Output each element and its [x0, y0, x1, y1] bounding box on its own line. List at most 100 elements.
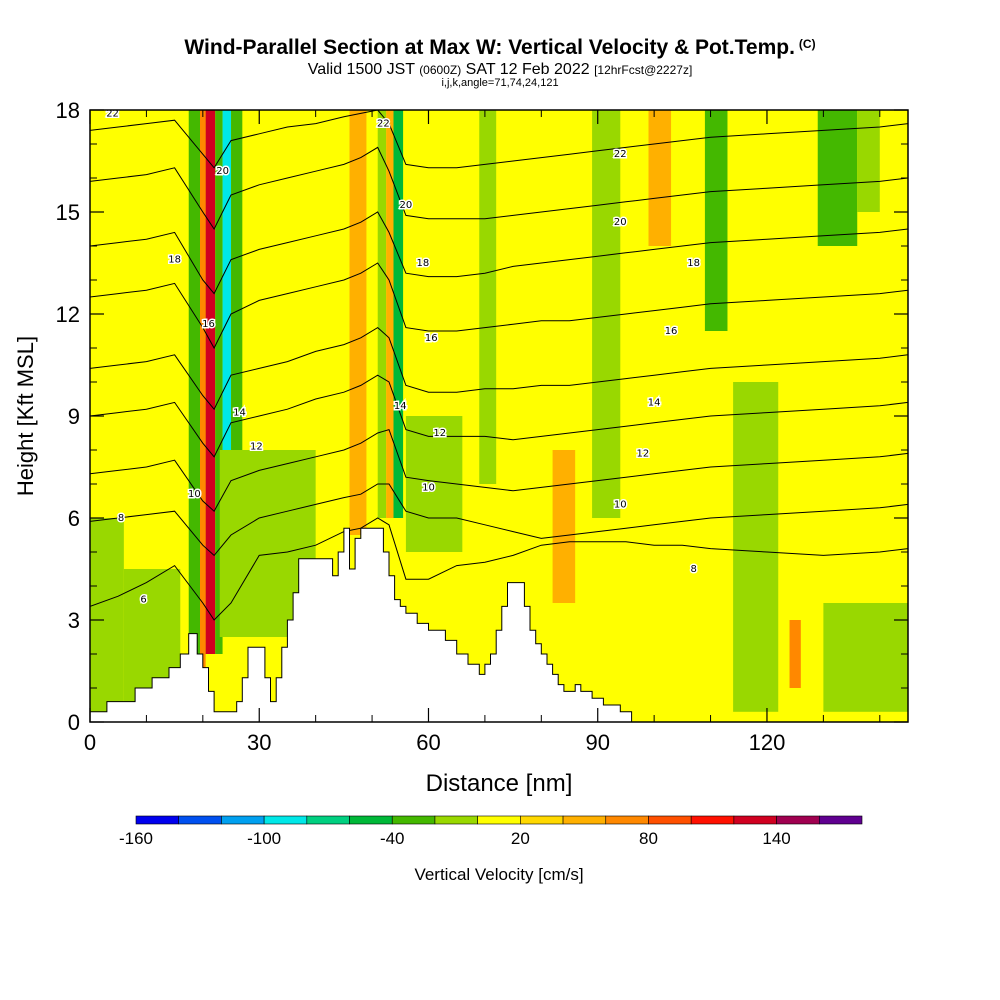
velocity-cell — [200, 110, 206, 671]
velocity-cell — [592, 110, 621, 518]
velocity-cell — [215, 110, 223, 654]
colorbar-swatch — [648, 815, 692, 825]
velocity-cell — [552, 450, 576, 603]
velocity-cell — [479, 110, 497, 484]
colorbar-tick-label: -100 — [247, 829, 281, 848]
colorbar-swatch — [520, 815, 564, 825]
colorbar-swatch — [605, 815, 649, 825]
y-tick-label: 6 — [68, 506, 80, 531]
y-tick-label: 15 — [56, 200, 80, 225]
colorbar-swatch — [306, 815, 350, 825]
colorbar-swatch — [434, 815, 478, 825]
isentrope-label: 22 — [106, 108, 119, 119]
colorbar-swatch — [391, 815, 436, 825]
colorbar-label: Vertical Velocity [cm/s] — [414, 865, 583, 884]
velocity-cell — [386, 110, 394, 518]
velocity-cell — [823, 603, 908, 712]
colorbar-swatch — [178, 815, 222, 825]
colorbar-swatch — [776, 815, 820, 825]
isentrope-label: 14 — [233, 408, 246, 419]
colorbar-swatch — [221, 815, 265, 825]
y-tick-label: 12 — [56, 302, 80, 327]
isentrope-label: 22 — [614, 149, 627, 160]
velocity-cell — [704, 110, 728, 331]
isentrope-label: 20 — [216, 166, 229, 177]
velocity-cell — [377, 110, 387, 518]
colorbar-swatch — [349, 815, 393, 825]
isentrope-label: 10 — [422, 482, 435, 493]
isentrope-label: 8 — [118, 513, 124, 524]
colorbar-swatch — [690, 815, 735, 825]
colorbar-swatch — [477, 815, 521, 825]
x-tick-label: 60 — [416, 730, 440, 755]
isentrope-label: 10 — [614, 499, 627, 510]
x-tick-label: 0 — [84, 730, 96, 755]
isentrope-label: 10 — [188, 489, 201, 500]
x-tick-label: 120 — [749, 730, 786, 755]
colorbar: -160 -100 -40 20 80 140 — [119, 815, 863, 848]
y-axis-label: Height [Kft MSL] — [13, 336, 38, 496]
velocity-cell — [393, 110, 404, 518]
velocity-cell — [222, 110, 232, 637]
velocity-cell — [90, 518, 124, 712]
valid-date: SAT 12 Feb 2022 — [465, 61, 590, 78]
valid-utc: (0600Z) — [419, 63, 462, 77]
colorbar-swatch — [562, 815, 607, 825]
colorbar-tick-label: 20 — [511, 829, 530, 848]
title-text: Wind-Parallel Section at Max W: Vertical… — [184, 36, 795, 59]
axis-ticks: 0 30 60 90 120 0 3 6 9 12 15 18 — [56, 98, 908, 755]
isentrope-line — [90, 428, 908, 512]
x-tick-label: 90 — [585, 730, 609, 755]
isentrope-line — [90, 374, 908, 458]
isentrope-labels: 22 22 22 20 20 20 18 18 18 16 16 16 14 14 14 12 12 12 10 10… — [105, 108, 702, 607]
velocity-field — [90, 110, 908, 722]
valid-time: Valid 1500 JST — [307, 61, 415, 78]
velocity-cell — [349, 110, 367, 535]
colorbar-swatch — [733, 815, 777, 825]
forecast-info: [12hrFcst@2227z] — [594, 63, 693, 77]
velocity-cell — [789, 620, 801, 688]
colorbar-swatch — [818, 815, 863, 825]
colorbar-swatch — [263, 815, 308, 825]
colorbar-swatch — [135, 815, 180, 825]
copyright-mark: (C) — [798, 37, 816, 51]
isentrope-label: 8 — [690, 564, 696, 575]
isentrope-line — [90, 110, 908, 169]
isentrope-line — [90, 262, 908, 350]
terrain-mask — [90, 527, 633, 722]
isentrope-line — [90, 211, 908, 295]
chart-title: Wind-Parallel Section at Max W: Vertical… — [0, 36, 1000, 60]
velocity-cell — [733, 382, 779, 712]
colorbar-tick-label: -40 — [380, 829, 405, 848]
isentrope-label: 12 — [433, 428, 446, 439]
section-params: i,j,k,angle=71,74,24,121 — [441, 77, 559, 89]
isentrope-label: 20 — [614, 217, 627, 228]
x-tick-label: 30 — [247, 730, 271, 755]
colorbar-tick-label: 140 — [762, 829, 790, 848]
isentrope-line — [90, 326, 908, 411]
colorbar-tick-label: 80 — [639, 829, 658, 848]
velocity-cell — [205, 110, 216, 654]
chart-subtitle: Valid 1500 JST (0600Z) SAT 12 Feb 2022 [… — [0, 61, 1000, 79]
isentrope-line — [90, 517, 908, 621]
isentrope-label: 16 — [425, 333, 438, 344]
y-tick-label: 3 — [68, 608, 80, 633]
velocity-cell — [231, 110, 243, 620]
isentrope-label: 18 — [168, 255, 181, 266]
isentrope-label: 20 — [400, 200, 413, 211]
isentrope-label: 14 — [394, 401, 407, 412]
isentrope-label: 12 — [636, 448, 649, 459]
isentrope-contours — [90, 110, 908, 621]
isentrope-line — [90, 146, 908, 230]
isentrope-label: 16 — [665, 326, 678, 337]
velocity-cell — [188, 110, 201, 671]
velocity-cell — [857, 110, 880, 212]
velocity-cell — [817, 110, 858, 246]
isentrope-label: 18 — [416, 258, 429, 269]
isentrope-line — [90, 483, 908, 557]
y-tick-label: 9 — [68, 404, 80, 429]
x-axis-label: Distance [nm] — [426, 770, 573, 797]
velocity-cell — [648, 110, 672, 246]
y-tick-label: 18 — [56, 98, 80, 123]
